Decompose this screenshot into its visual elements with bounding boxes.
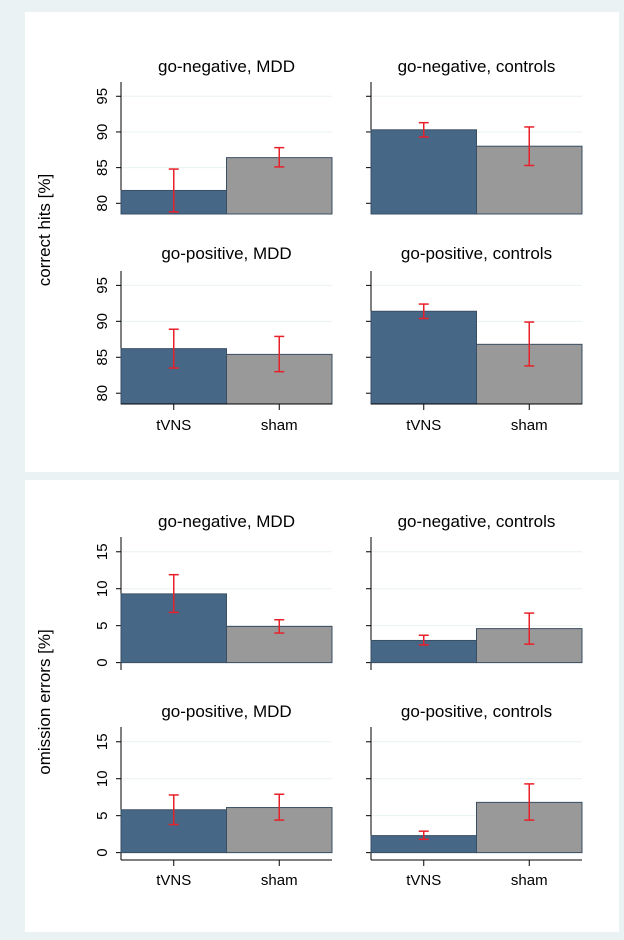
- panel-3: go-positive, MDD 80 85 90 95 tVNS sham: [94, 244, 333, 434]
- y-tick-label: 10: [94, 770, 111, 787]
- y-tick-label: 85: [94, 349, 111, 366]
- y-tick-label: 0: [94, 658, 111, 666]
- x-tick-label: tVNS: [406, 417, 441, 434]
- panel-title: go-negative, controls: [398, 57, 556, 76]
- error-bar-sham: [274, 619, 285, 634]
- x-tick-label: sham: [511, 417, 548, 434]
- panel-title: go-negative, MDD: [158, 512, 295, 531]
- chart-block-2: omission errors [%] go-negative, MDD 0 5 10 1…: [25, 480, 619, 932]
- y-tick-label: 0: [94, 848, 111, 856]
- bar-tvns: [370, 310, 477, 405]
- y-tick-label: 80: [94, 195, 111, 212]
- error-bar-tvns: [418, 121, 429, 138]
- y-tick-label: 95: [94, 277, 111, 294]
- error-bar-tvns: [168, 794, 179, 826]
- y-tick-label: 90: [94, 313, 111, 330]
- error-bar-sham: [524, 612, 535, 645]
- error-bar-sham: [524, 126, 535, 167]
- panel-1: go-negative, MDD 80 85 90 95: [94, 57, 333, 215]
- x-tick-label: sham: [511, 872, 548, 889]
- y-tick-label: 80: [94, 385, 111, 402]
- error-bar-tvns: [418, 830, 429, 841]
- panel-title: go-negative, MDD: [158, 57, 295, 76]
- y-tick-label: 5: [94, 621, 111, 629]
- panel-title: go-positive, controls: [401, 244, 552, 263]
- bar-tvns: [370, 129, 477, 215]
- x-tick-label: sham: [261, 872, 298, 889]
- x-tick-label: sham: [261, 417, 298, 434]
- x-tick-label: tVNS: [156, 417, 191, 434]
- error-bar-sham: [524, 783, 535, 821]
- error-bar-tvns: [168, 168, 179, 213]
- panel-4: go-positive, controls tVNS sham: [366, 244, 583, 434]
- panel-2: go-negative, controls: [366, 512, 583, 670]
- y-tick-label: 15: [94, 733, 111, 750]
- chart-block-1: correct hits [%] go-negative, MDD 80 85 90 95…: [25, 12, 619, 472]
- panel-title: go-positive, controls: [401, 702, 552, 721]
- panel-3: go-positive, MDD 0 5 10 15 tVNS sham: [94, 702, 333, 889]
- x-tick-label: tVNS: [156, 872, 191, 889]
- panel-title: go-positive, MDD: [161, 244, 291, 263]
- error-bar-tvns: [418, 303, 429, 320]
- y-tick-label: 5: [94, 811, 111, 819]
- error-bar-tvns: [168, 328, 179, 369]
- panel-title: go-negative, controls: [398, 512, 556, 531]
- panel-title: go-positive, MDD: [161, 702, 291, 721]
- panel-4: go-positive, controls tVNS sham: [366, 702, 583, 889]
- error-bar-tvns: [168, 573, 179, 614]
- y-tick-label: 90: [94, 124, 111, 141]
- error-bar-sham: [274, 793, 285, 821]
- panel-2: go-negative, controls: [366, 57, 583, 215]
- x-tick-label: tVNS: [406, 872, 441, 889]
- error-bar-sham: [524, 321, 535, 367]
- error-bar-sham: [274, 146, 285, 168]
- y-tick-label: 95: [94, 88, 111, 105]
- y-axis-label: correct hits [%]: [35, 174, 54, 286]
- error-bar-tvns: [418, 634, 429, 646]
- y-tick-label: 10: [94, 580, 111, 597]
- y-tick-label: 15: [94, 543, 111, 560]
- y-tick-label: 85: [94, 159, 111, 176]
- error-bar-sham: [274, 335, 285, 373]
- y-axis-label: omission errors [%]: [35, 629, 54, 774]
- panel-1: go-negative, MDD 0 5 10 15: [94, 512, 333, 670]
